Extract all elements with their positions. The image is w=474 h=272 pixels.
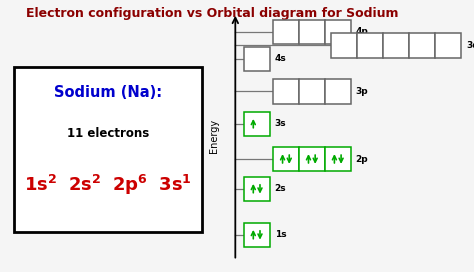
Bar xyxy=(273,79,299,104)
Text: 2s: 2s xyxy=(274,184,286,193)
Text: 3d: 3d xyxy=(466,41,474,50)
Bar xyxy=(357,33,383,57)
Text: Sodium (Na):: Sodium (Na): xyxy=(54,85,162,100)
Text: 2p: 2p xyxy=(356,154,368,163)
Bar xyxy=(299,20,325,44)
Text: Electron configuration vs Orbital diagram for Sodium: Electron configuration vs Orbital diagra… xyxy=(26,7,399,20)
Text: 4s: 4s xyxy=(274,54,286,63)
Bar xyxy=(409,33,435,57)
Text: 4p: 4p xyxy=(356,27,368,36)
Text: 11 electrons: 11 electrons xyxy=(67,127,149,140)
Text: $\mathbf{1s^2}$  $\mathbf{2s^2}$  $\mathbf{2p^6}$  $\mathbf{3s^1}$: $\mathbf{1s^2}$ $\mathbf{2s^2}$ $\mathbf… xyxy=(24,173,191,197)
Bar xyxy=(299,79,325,104)
Bar xyxy=(435,33,461,57)
Text: Energy: Energy xyxy=(210,119,219,153)
Text: 3s: 3s xyxy=(274,119,286,128)
Bar xyxy=(273,20,299,44)
Bar xyxy=(244,222,270,247)
Bar xyxy=(299,147,325,171)
Bar xyxy=(273,147,299,171)
FancyBboxPatch shape xyxy=(14,67,202,232)
Bar xyxy=(325,147,351,171)
Text: 3p: 3p xyxy=(356,87,368,96)
Text: 1s: 1s xyxy=(274,230,286,239)
Bar xyxy=(383,33,409,57)
Bar xyxy=(244,47,270,71)
Bar xyxy=(244,112,270,136)
Bar xyxy=(325,20,351,44)
Bar xyxy=(325,79,351,104)
Bar xyxy=(331,33,357,57)
Bar xyxy=(244,177,270,201)
